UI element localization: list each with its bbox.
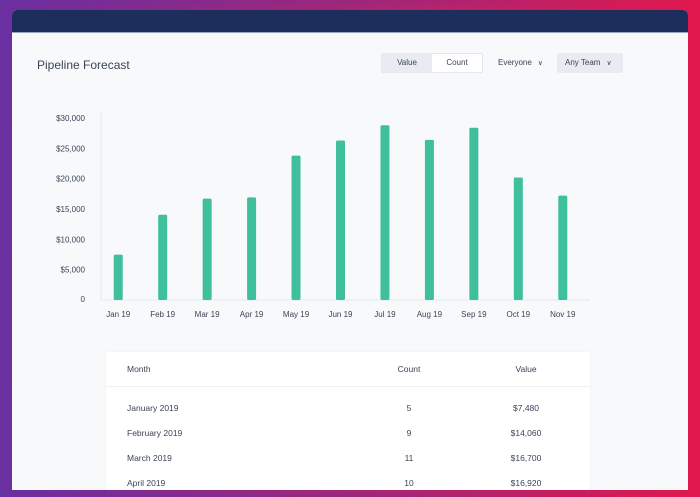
row-count: 5 [406,402,412,413]
col-month[interactable]: Month [127,364,151,374]
bar[interactable] [469,127,479,300]
bar[interactable] [424,139,434,300]
table-header: Month Count Value [106,352,590,387]
x-tick-label: Sep 19 [461,310,487,319]
row-value: $14,060 [510,427,542,438]
chevron-down-icon: ∨ [537,60,543,67]
y-tick-label: $5,000 [61,266,86,275]
y-tick-label: $20,000 [56,175,85,184]
y-tick-label: $25,000 [56,144,85,153]
bar[interactable] [291,155,301,300]
col-value[interactable]: Value [515,364,537,374]
table-row[interactable]: March 2019 11 $16,700 [106,445,590,470]
x-tick-label: Oct 19 [507,310,531,319]
x-tick-label: Mar 19 [195,310,220,319]
forecast-table: Month Count Value January 2019 5 $7,480 Feb… [106,352,590,490]
app-window: Pipeline Forecast Value Count Everyone ∨ … [12,10,688,490]
y-tick-label: $10,000 [56,235,85,244]
row-month: April 2019 [127,477,166,488]
team-dropdown-label: Any Team [565,58,601,67]
row-count: 10 [404,477,414,488]
owner-dropdown[interactable]: Everyone ∨ [490,53,551,73]
x-tick-label: Apr 19 [240,310,264,319]
row-month: February 2019 [127,427,183,438]
row-value: $16,920 [510,477,542,488]
x-tick-label: Jan 19 [106,310,131,319]
x-tick-label: Nov 19 [550,310,576,319]
table-row[interactable]: February 2019 9 $14,060 [106,420,590,445]
row-count: 11 [404,452,414,463]
bar[interactable] [336,140,345,300]
x-tick-label: Feb 19 [150,310,175,319]
bar[interactable] [558,195,568,300]
bar[interactable] [247,197,257,300]
team-dropdown[interactable]: Any Team ∨ [557,53,623,73]
toggle-count[interactable]: Count [432,54,482,72]
x-tick-label: Jul 19 [374,310,396,319]
chevron-down-icon: ∨ [606,60,612,67]
owner-dropdown-label: Everyone [498,58,532,67]
row-value: $7,480 [513,402,539,413]
table-row[interactable]: January 2019 5 $7,480 [106,395,590,420]
bar[interactable] [513,177,523,300]
page-title: Pipeline Forecast [37,58,130,72]
x-tick-label: Aug 19 [417,310,443,319]
col-count[interactable]: Count [397,364,421,374]
row-month: March 2019 [127,452,172,463]
top-nav-bar [12,10,688,33]
y-tick-label: $30,000 [56,114,85,123]
bar[interactable] [113,254,123,300]
table-row[interactable]: April 2019 10 $16,920 [106,470,590,490]
y-tick-label: 0 [81,295,86,304]
metric-toggle: Value Count [381,53,483,73]
x-tick-label: May 19 [283,310,310,319]
y-tick-label: $15,000 [56,205,85,214]
row-value: $16,700 [510,452,542,463]
bar-chart: 0 $5,000 $10,000 $15,000 $20,000 $25,000 $30,0… [56,112,590,319]
x-tick-label: Jun 19 [328,310,353,319]
row-month: January 2019 [127,402,179,413]
bar[interactable] [158,214,168,300]
bar[interactable] [380,125,390,300]
row-count: 9 [406,427,412,438]
bar[interactable] [202,198,212,300]
toggle-value[interactable]: Value [397,58,417,67]
